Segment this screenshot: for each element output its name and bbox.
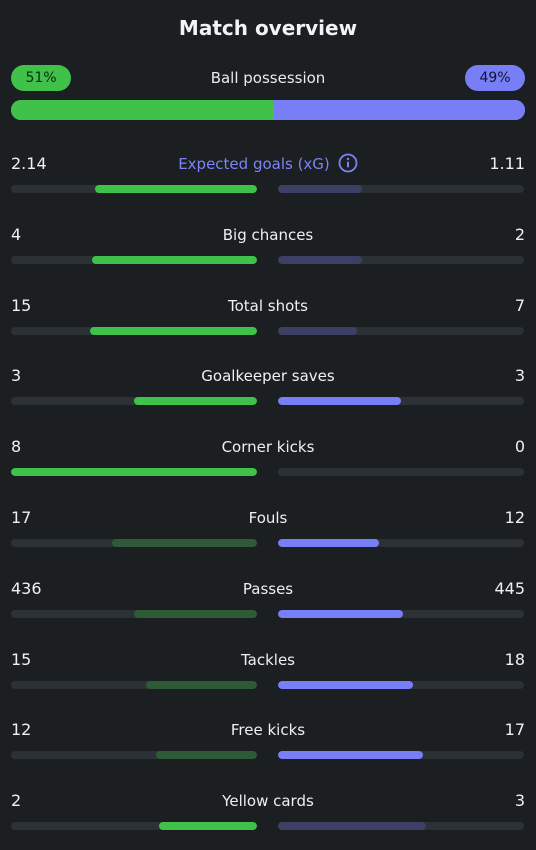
- away-stat-value: 7: [514, 296, 525, 315]
- away-stat-bar-fill: [278, 397, 401, 405]
- stat-row: 15 Total shots 7: [11, 296, 525, 336]
- away-stat-bar: [278, 185, 524, 193]
- stat-row: 436 Passes 445: [11, 579, 525, 619]
- away-stat-value: 1.11: [489, 154, 525, 173]
- home-stat-bar-fill: [156, 751, 257, 759]
- stat-label-text: Free kicks: [230, 721, 306, 739]
- away-stat-bar-fill: [278, 681, 413, 689]
- home-stat-bar: [11, 539, 257, 547]
- away-stat-bar-fill: [278, 256, 362, 264]
- away-stat-bar-fill: [278, 751, 423, 759]
- home-stat-bar-fill: [95, 185, 257, 193]
- away-stat-value: 3: [514, 791, 525, 810]
- stat-label: Yellow cards: [11, 791, 525, 811]
- stat-label-text: Yellow cards: [222, 792, 314, 810]
- away-possession-badge: 49%: [465, 65, 525, 91]
- stat-label: Big chances: [11, 225, 525, 245]
- ball-possession-bar: [11, 100, 525, 120]
- stat-label: Goalkeeper saves: [11, 366, 525, 386]
- home-stat-bar-fill: [134, 610, 257, 618]
- stat-row: 4 Big chances 2: [11, 225, 525, 265]
- away-stat-value: 0: [514, 437, 525, 456]
- stat-label-text: Fouls: [248, 509, 288, 527]
- ball-possession-label: Ball possession: [210, 69, 326, 87]
- away-stat-bar: [278, 468, 524, 476]
- stat-label: Corner kicks: [11, 437, 525, 457]
- away-stat-bar: [278, 327, 524, 335]
- stat-row: 8 Corner kicks 0: [11, 437, 525, 477]
- home-stat-bar: [11, 256, 257, 264]
- home-stat-bar: [11, 397, 257, 405]
- stat-label: Total shots: [11, 296, 525, 316]
- home-stat-value: 436: [11, 579, 42, 598]
- away-stat-bar: [278, 539, 524, 547]
- away-stat-value: 18: [504, 650, 525, 669]
- stat-row: 17 Fouls 12: [11, 508, 525, 548]
- home-stat-value: 17: [11, 508, 32, 527]
- home-stat-bar-fill: [92, 256, 257, 264]
- stat-row: 2.14 Expected goals (xG) 1.11: [11, 153, 525, 194]
- home-stat-value: 8: [11, 437, 22, 456]
- away-stat-bar-fill: [278, 327, 357, 335]
- home-stat-bar-fill: [11, 468, 257, 476]
- stat-label: Passes: [11, 579, 525, 599]
- away-stat-value: 3: [514, 366, 525, 385]
- away-stat-bar: [278, 256, 524, 264]
- stat-row: 3 Goalkeeper saves 3: [11, 366, 525, 406]
- stat-label: Tackles: [11, 650, 525, 670]
- stat-label-text: Goalkeeper saves: [201, 367, 335, 385]
- away-stat-value: 445: [494, 579, 525, 598]
- away-stat-bar-fill: [278, 822, 426, 830]
- info-icon[interactable]: [338, 153, 358, 173]
- stat-label-text: Expected goals (xG): [178, 155, 330, 173]
- away-stat-bar-fill: [278, 610, 403, 618]
- home-stat-value: 15: [11, 296, 32, 315]
- away-stat-value: 2: [514, 225, 525, 244]
- stat-label-text: Corner kicks: [221, 438, 315, 456]
- home-stat-value: 12: [11, 720, 32, 739]
- home-stat-bar: [11, 822, 257, 830]
- stat-label[interactable]: Expected goals (xG): [11, 153, 525, 175]
- home-stat-bar: [11, 185, 257, 193]
- home-stat-bar-fill: [112, 539, 257, 547]
- away-stat-bar: [278, 610, 524, 618]
- home-stat-bar-fill: [159, 822, 257, 830]
- home-stat-bar: [11, 327, 257, 335]
- home-stat-value: 4: [11, 225, 22, 244]
- away-possession-fill: [273, 100, 525, 120]
- home-stat-bar-fill: [146, 681, 257, 689]
- home-possession-fill: [11, 100, 273, 120]
- home-stat-bar: [11, 681, 257, 689]
- stat-label-text: Big chances: [222, 226, 314, 244]
- away-stat-value: 12: [504, 508, 525, 527]
- home-stat-bar-fill: [90, 327, 257, 335]
- home-stat-bar: [11, 610, 257, 618]
- away-stat-bar-fill: [278, 185, 362, 193]
- home-stat-value: 2.14: [11, 154, 47, 173]
- home-stat-value: 15: [11, 650, 32, 669]
- away-stat-bar: [278, 397, 524, 405]
- home-stat-value: 3: [11, 366, 22, 385]
- home-possession-badge: 51%: [11, 65, 71, 91]
- stat-label: Free kicks: [11, 720, 525, 740]
- stat-row: 15 Tackles 18: [11, 650, 525, 690]
- away-stat-bar: [278, 681, 524, 689]
- stat-row: 12 Free kicks 17: [11, 720, 525, 760]
- stat-row: 2 Yellow cards 3: [11, 791, 525, 831]
- stat-label: Fouls: [11, 508, 525, 528]
- away-stat-value: 17: [504, 720, 525, 739]
- stat-label-text: Passes: [242, 580, 294, 598]
- stat-label-text: Tackles: [240, 651, 296, 669]
- stat-label-text: Total shots: [228, 297, 308, 315]
- home-stat-bar-fill: [134, 397, 257, 405]
- away-stat-bar: [278, 822, 524, 830]
- home-stat-bar: [11, 468, 257, 476]
- ball-possession-row: 51% Ball possession 49%: [11, 65, 525, 91]
- away-stat-bar: [278, 751, 524, 759]
- away-stat-bar-fill: [278, 539, 379, 547]
- home-stat-bar: [11, 751, 257, 759]
- page-title: Match overview: [178, 16, 358, 40]
- home-stat-value: 2: [11, 791, 22, 810]
